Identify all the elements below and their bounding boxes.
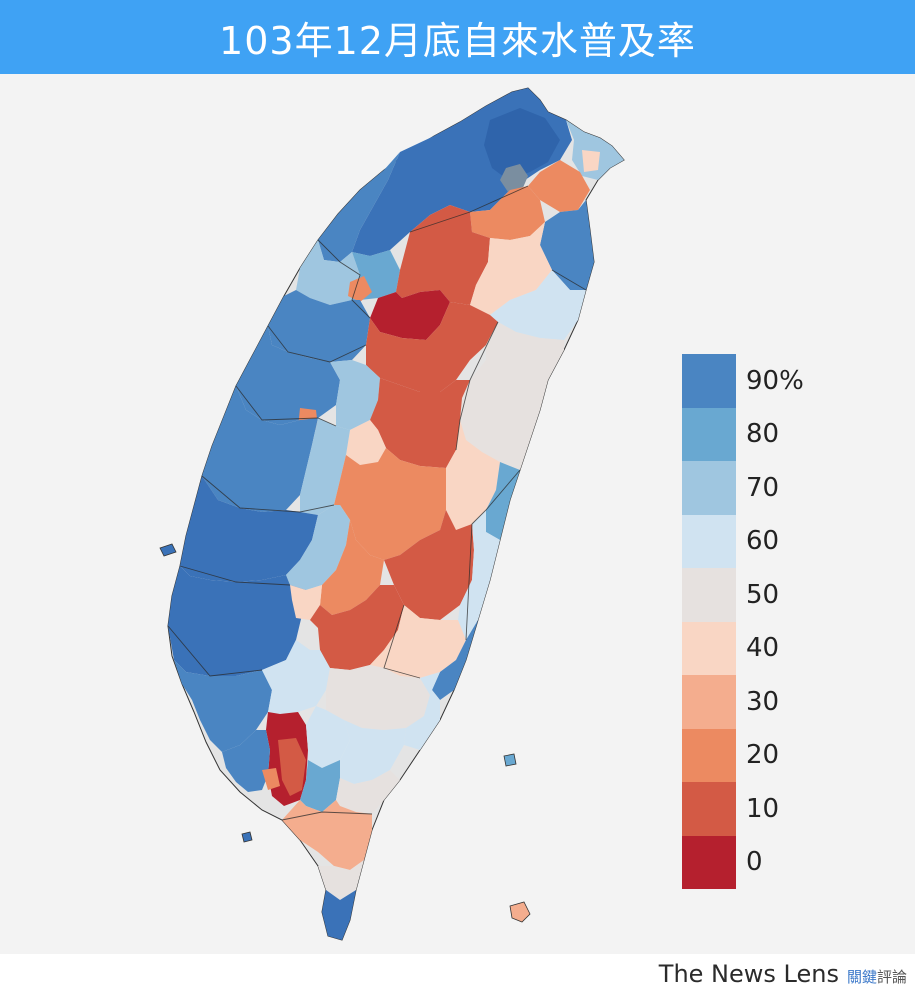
region-taipei-core (484, 108, 560, 180)
region-pingtung-light (340, 720, 406, 784)
region-kaohsiung-coast-blue (222, 730, 270, 792)
legend-item: 50 (682, 568, 842, 622)
legend-swatch (682, 514, 736, 568)
region-chiayi-orange (320, 520, 384, 615)
legend-label: 60 (746, 526, 780, 557)
region-tainan-north (168, 566, 306, 676)
region-hengchun-blue (322, 890, 356, 940)
region-east-rift-orange (384, 510, 474, 620)
region-tainan-south (174, 660, 272, 752)
legend-label: 50 (746, 579, 780, 610)
region-east-coast-blue-north (486, 462, 520, 540)
legend-label: 70 (746, 472, 780, 503)
brand-name-en: The News Lens (658, 960, 839, 988)
region-pingtung-grey-south (318, 860, 364, 900)
region-nantou-orange (334, 448, 446, 560)
region-yunlin (180, 476, 318, 582)
legend-swatch (682, 621, 736, 675)
region-taoyuan (318, 152, 400, 262)
region-east-coast-light-mid (458, 510, 500, 640)
region-taitung-light (404, 672, 440, 750)
legend-item: 20 (682, 728, 842, 782)
region-kaohsiung-light (262, 640, 330, 714)
legend-item: 30 (682, 675, 842, 729)
region-chiayi-light (286, 505, 350, 590)
brand-zh-part-b: 評論 (876, 968, 907, 986)
region-northeast-peach (582, 150, 600, 172)
legend: 90% 80 70 60 50 40 30 20 (682, 354, 842, 889)
islet-liuqiu (241, 831, 253, 843)
legend-swatch (682, 728, 736, 782)
legend-swatch (682, 354, 736, 408)
region-peach-central-small (346, 420, 386, 465)
region-grey-spot (500, 164, 528, 192)
region-changhua (202, 386, 318, 512)
region-northeast-coast (566, 120, 624, 180)
county-boundaries (167, 185, 587, 821)
region-miaoli-coast (268, 290, 370, 362)
legend-label: 20 (746, 740, 780, 771)
region-central-red-south (370, 378, 470, 468)
legend-item: 40 (682, 621, 842, 675)
region-mountain-darkred (370, 290, 450, 340)
region-north-mountain-orange (470, 186, 545, 240)
region-hsinchu-light (296, 240, 360, 305)
legend-label: 30 (746, 686, 780, 717)
legend-label: 40 (746, 633, 780, 664)
region-nantou-light-west (300, 418, 350, 515)
region-kaohsiung-coast-orange (262, 768, 280, 790)
region-pingtung-blue (300, 760, 340, 812)
region-kaohsiung-light2 (306, 706, 350, 768)
page-title: 103年12月底自來水普及率 (219, 18, 696, 63)
legend-item: 90% (682, 354, 842, 408)
legend-swatch (682, 461, 736, 515)
legend-swatch (682, 407, 736, 461)
region-kaohsiung-red2 (278, 738, 306, 796)
legend-label: 0 (746, 847, 763, 878)
legend-label: 90% (746, 365, 804, 396)
region-east-peach-mid (446, 420, 500, 530)
legend-item: 80 (682, 407, 842, 461)
brand-name-zh: 關鍵評論 (847, 966, 907, 987)
map-area: 90% 80 70 60 50 40 30 20 (0, 74, 915, 954)
legend-swatch (682, 568, 736, 622)
region-pingtung-peach (282, 800, 372, 870)
region-hsinchu-orange (348, 276, 372, 302)
region-yilan (540, 200, 594, 290)
legend-item: 60 (682, 514, 842, 568)
legend-item: 70 (682, 461, 842, 515)
legend-swatch (682, 675, 736, 729)
islet-green-island (503, 753, 517, 767)
region-kaohsiung-grey (326, 665, 430, 730)
region-pingtung-grey (336, 770, 400, 814)
region-taitung-peach-north (370, 605, 466, 678)
title-bar: 103年12月底自來水普及率 (0, 0, 915, 74)
region-east-grey-north (460, 322, 564, 470)
region-kaohsiung-mountain-orange (310, 585, 404, 670)
legend-label: 80 (746, 419, 780, 450)
region-northeast-orange (528, 160, 590, 212)
islet-orchid-island (509, 901, 531, 923)
region-east-blue-mid (432, 620, 478, 700)
region-north-peach-east (470, 222, 552, 315)
brand-zh-part-a: 關鍵 (846, 968, 877, 986)
legend-swatch (682, 835, 736, 889)
region-taichung-coast (236, 326, 340, 425)
region-mountain-red-north (396, 205, 490, 305)
taiwan-map (159, 87, 625, 941)
islet-penghu-edge (159, 543, 177, 557)
legend-label: 10 (746, 793, 780, 824)
region-tainan-peach-inland (290, 585, 322, 620)
legend-item: 10 (682, 782, 842, 836)
footer: The News Lens 關鍵評論 (0, 954, 915, 994)
region-east-light-north (490, 270, 586, 340)
legend-swatch (682, 782, 736, 836)
legend-item: 0 (682, 835, 842, 889)
region-central-red (366, 302, 498, 392)
brand-logo: The News Lens 關鍵評論 (659, 960, 907, 988)
region-taichung-inland (330, 360, 380, 430)
